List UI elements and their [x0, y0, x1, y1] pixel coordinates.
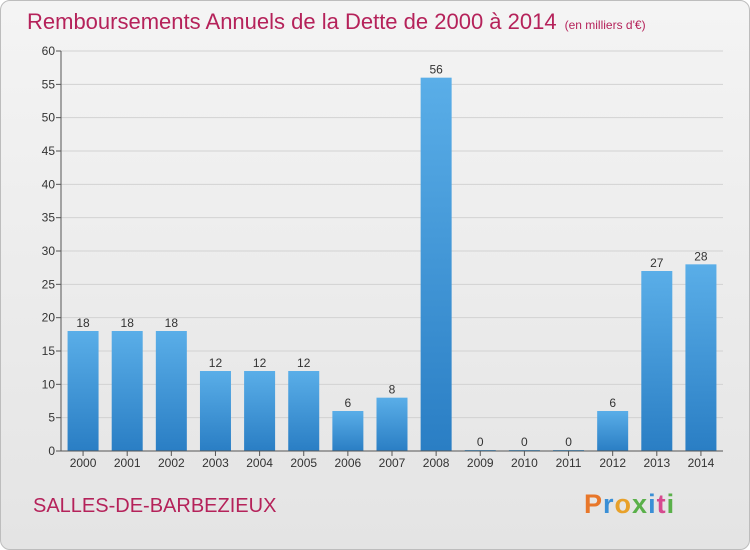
bar — [376, 397, 408, 451]
x-tick-label: 2005 — [290, 456, 317, 470]
bar — [597, 411, 629, 451]
y-tick-label: 40 — [42, 177, 56, 191]
chart-unit: (en milliers d'€) — [564, 18, 646, 32]
x-tick-label: 2002 — [158, 456, 185, 470]
y-tick-label: 5 — [48, 411, 55, 425]
x-tick-label: 2009 — [467, 456, 494, 470]
data-label: 28 — [694, 249, 708, 263]
y-tick-label: 0 — [48, 444, 55, 458]
data-label: 6 — [345, 396, 352, 410]
logo-letter: t — [656, 489, 667, 519]
bars: 18 18 18 12 12 12 6 8 56 0 0 0 6 27 28 — [67, 63, 717, 452]
bar — [288, 371, 320, 451]
logo-letter: i — [666, 489, 676, 519]
data-label: 6 — [609, 396, 616, 410]
y-tick-label: 20 — [42, 311, 56, 325]
bar — [685, 264, 717, 451]
commune-name: SALLES-DE-BARBEZIEUX — [33, 495, 277, 517]
x-tick-label: 2011 — [556, 456, 582, 470]
bar — [67, 331, 99, 451]
chart-title: Remboursements Annuels de la Dette de 20… — [27, 9, 646, 35]
data-label: 18 — [165, 316, 179, 330]
logo-letter: x — [632, 489, 649, 519]
x-tick-label: 2001 — [114, 456, 141, 470]
x-tick-label: 2000 — [70, 456, 97, 470]
x-tick-label: 2014 — [688, 456, 715, 470]
bar — [332, 411, 364, 451]
y-tick-label: 15 — [42, 344, 56, 358]
bar — [111, 331, 143, 451]
x-tick-label: 2006 — [335, 456, 362, 470]
y-tick-label: 30 — [42, 244, 56, 258]
x-tick-label: 2007 — [379, 456, 406, 470]
y-tick-label: 25 — [42, 277, 56, 291]
chart-title-text: Remboursements Annuels de la Dette de 20… — [27, 9, 557, 34]
y-tick-label: 60 — [42, 44, 56, 58]
proxiti-logo: Proxiti — [584, 489, 675, 520]
x-tick-label: 2003 — [202, 456, 229, 470]
logo-letter: P — [584, 489, 604, 519]
y-tick-label: 35 — [42, 211, 56, 225]
data-label: 0 — [521, 435, 528, 449]
bar — [641, 271, 673, 451]
data-label: 12 — [253, 356, 267, 370]
x-tick-label: 2010 — [511, 456, 538, 470]
data-label: 8 — [389, 383, 396, 397]
data-label: 27 — [650, 256, 664, 270]
data-label: 18 — [76, 316, 90, 330]
data-label: 0 — [477, 435, 484, 449]
logo-letter: o — [614, 489, 633, 519]
y-tick-label: 45 — [42, 144, 56, 158]
data-label: 0 — [565, 435, 572, 449]
x-tick-label: 2012 — [599, 456, 626, 470]
data-label: 12 — [209, 356, 223, 370]
bar — [420, 77, 452, 452]
logo-letter: i — [648, 489, 657, 519]
data-label: 12 — [297, 356, 311, 370]
x-tick-label: 2008 — [423, 456, 450, 470]
bar — [244, 371, 276, 451]
y-tick-label: 50 — [42, 111, 56, 125]
bar — [199, 371, 231, 451]
x-tick-label: 2013 — [643, 456, 670, 470]
bar — [155, 331, 187, 451]
data-label: 18 — [121, 316, 135, 330]
y-tick-label: 10 — [42, 377, 56, 391]
data-label: 56 — [429, 63, 443, 77]
logo-letter: r — [603, 489, 615, 519]
y-tick-label: 55 — [42, 77, 56, 91]
x-tick-label: 2004 — [246, 456, 273, 470]
